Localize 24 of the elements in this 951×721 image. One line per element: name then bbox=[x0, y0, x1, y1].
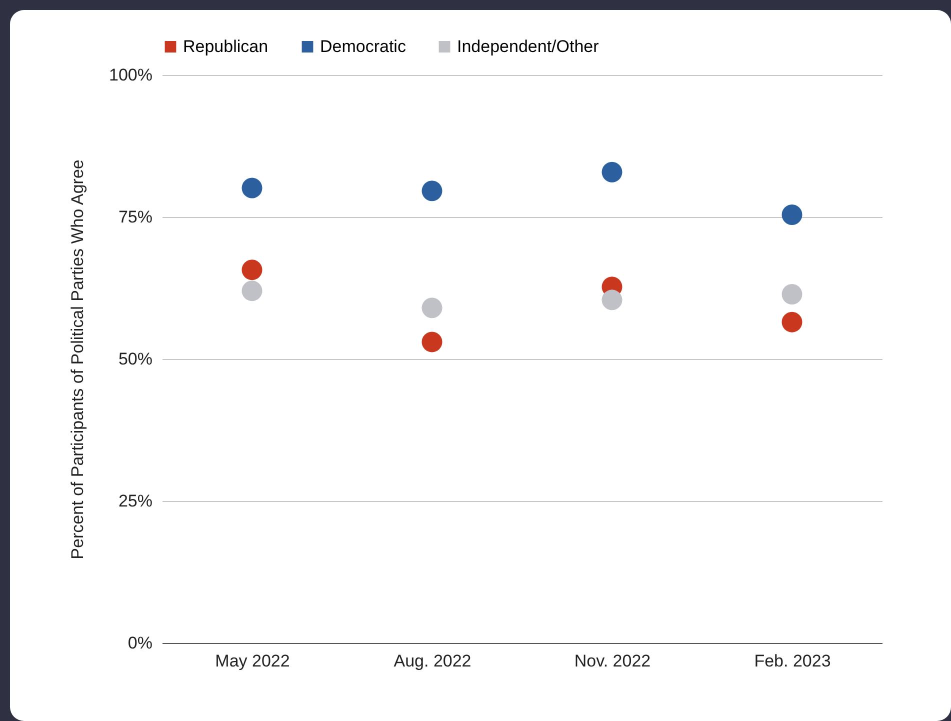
y-tick-label: 100% bbox=[109, 66, 152, 84]
point bbox=[242, 260, 262, 280]
point bbox=[602, 290, 622, 310]
point bbox=[242, 280, 262, 302]
point bbox=[422, 180, 442, 202]
y-tick-label: 75% bbox=[118, 208, 152, 226]
point bbox=[422, 298, 442, 318]
legend-label: Independent/Other bbox=[457, 36, 600, 56]
legend-label: Democratic bbox=[320, 36, 406, 56]
point bbox=[602, 162, 622, 182]
x-tick-label: May 2022 bbox=[215, 652, 290, 670]
y-tick-label: 50% bbox=[118, 350, 152, 368]
point bbox=[782, 284, 802, 304]
x-tick-label: Nov. 2022 bbox=[574, 652, 651, 670]
y-tick-label: 0% bbox=[128, 634, 152, 652]
x-tick-label: Feb. 2023 bbox=[754, 652, 831, 670]
legend-label: Republican bbox=[183, 36, 268, 56]
point bbox=[242, 178, 262, 198]
point bbox=[782, 204, 802, 225]
y-axis-title: Percent of Participants of Political Parties Who Agree bbox=[68, 160, 88, 560]
y-tick-label: 25% bbox=[118, 492, 152, 510]
x-tick-label: Aug. 2022 bbox=[394, 652, 472, 670]
point bbox=[782, 312, 802, 332]
point bbox=[422, 332, 442, 352]
